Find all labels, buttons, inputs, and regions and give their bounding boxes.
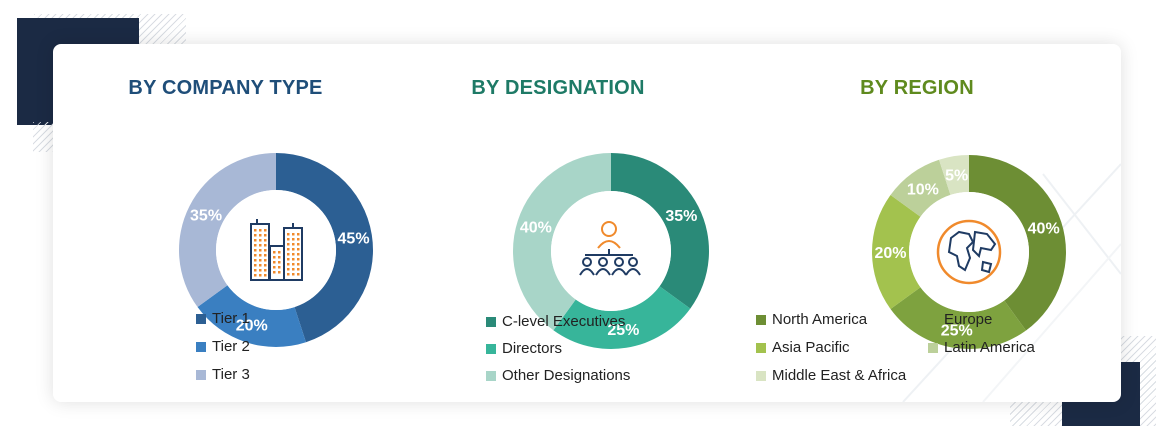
data-label-europe: 25%	[941, 323, 973, 340]
slice-latin-america	[890, 159, 951, 217]
legend-swatch	[486, 316, 496, 327]
legend-label: Europe	[944, 311, 993, 328]
legend-swatch	[486, 343, 496, 354]
slice-middle-east-and-africa	[939, 155, 969, 195]
data-label-latin-america: 10%	[907, 181, 939, 198]
legend-label: C-level Executives	[502, 313, 626, 330]
designation-donut: 35% 25% 40%	[513, 153, 709, 349]
slice-other-designations	[513, 153, 611, 331]
legend-swatch	[486, 370, 496, 381]
donut-center	[216, 190, 336, 310]
office-buildings-icon	[250, 219, 303, 281]
legend-europe: Europe	[928, 311, 992, 328]
data-label-middle-east-and-africa: 5%	[945, 167, 968, 184]
data-label-directors: 25%	[607, 322, 639, 339]
legend-swatch	[928, 314, 938, 325]
legend-label: Tier 1	[212, 310, 250, 327]
team-hierarchy-icon	[579, 221, 641, 276]
company-type-title: BY COMPANY TYPE	[128, 77, 323, 99]
slice-directors	[553, 286, 691, 349]
legend-label: Middle East & Africa	[772, 367, 907, 384]
legend-other-designations: Other Designations	[486, 367, 630, 384]
slice-north-america	[969, 155, 1066, 331]
region-panel: BY REGION 40% 25% 20% 10% 5% North America E…	[718, 44, 1121, 402]
designation-title: BY DESIGNATION	[471, 77, 645, 99]
legend-label: Latin America	[944, 339, 1035, 356]
globe-icon	[936, 219, 1002, 285]
slice-tier-3	[178, 153, 276, 308]
slice-tier-2	[197, 285, 306, 347]
legend-label: North America	[772, 311, 868, 328]
data-label-tier-3: 35%	[190, 207, 222, 224]
data-label-asia-pacific: 20%	[874, 245, 906, 262]
data-label-tier-2: 20%	[236, 318, 268, 335]
legend-tier-3: Tier 3	[196, 366, 250, 383]
legend-swatch	[928, 342, 938, 353]
legend-label: Other Designations	[502, 367, 631, 384]
slice-tier-1	[276, 153, 373, 343]
legend-label: Tier 2	[212, 338, 250, 355]
donut-center	[551, 191, 671, 311]
legend-tier-2: Tier 2	[196, 338, 250, 355]
data-label-other-designations: 40%	[520, 220, 552, 237]
region-donut: 40% 25% 20% 10% 5%	[872, 155, 1066, 349]
slice-europe	[890, 287, 1027, 349]
legend-directors: Directors	[486, 340, 562, 357]
hatch-decoration-left	[33, 122, 53, 152]
legend-latin-america: Latin America	[928, 339, 1035, 356]
slice-asia-pacific	[872, 194, 921, 310]
legend-swatch	[756, 314, 766, 325]
legend-swatch	[756, 342, 766, 353]
legend-middle-east-africa: Middle East & Africa	[756, 367, 906, 384]
legend-swatch	[196, 313, 206, 324]
region-title: BY REGION	[860, 77, 974, 99]
designation-panel: BY DESIGNATION 35% 25% 40% C-level Executi…	[398, 44, 718, 402]
company-type-donut: 45% 20% 35%	[178, 153, 373, 347]
legend-label: Asia Pacific	[772, 339, 850, 356]
legend-swatch	[196, 341, 206, 352]
legend-north-america: North America	[756, 311, 867, 328]
legend-asia-pacific: Asia Pacific	[756, 339, 850, 356]
chart-card: BY COMPANY TYPE 45% 20% 35% Tier 1 Tier 2 …	[53, 44, 1121, 402]
legend-tier-1: Tier 1	[196, 310, 250, 327]
data-label-c-level-executives: 35%	[665, 208, 697, 225]
legend-swatch	[196, 369, 206, 380]
company-type-panel: BY COMPANY TYPE 45% 20% 35% Tier 1 Tier 2 …	[53, 44, 398, 402]
legend-swatch	[756, 370, 766, 381]
slice-c-level-executives	[611, 153, 709, 309]
legend-label: Tier 3	[212, 366, 250, 383]
data-label-north-america: 40%	[1028, 221, 1060, 238]
legend-label: Directors	[502, 340, 563, 357]
legend-c-level-executives: C-level Executives	[486, 313, 625, 330]
data-label-tier-1: 45%	[338, 231, 370, 248]
